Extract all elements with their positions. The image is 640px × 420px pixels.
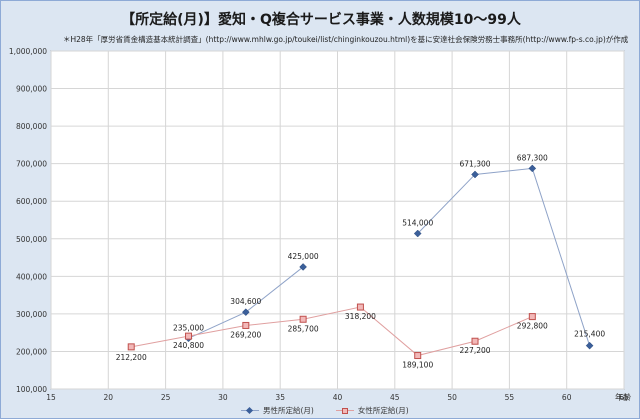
- series-line-male: [417, 167, 591, 346]
- series-line-female: [131, 306, 533, 357]
- female-data-point: [356, 303, 364, 311]
- female-data-point: [242, 321, 250, 329]
- female-data-point: [528, 313, 536, 321]
- data-label: 514,000: [402, 219, 433, 228]
- male-data-point: [299, 263, 307, 271]
- female-data-point: [414, 352, 422, 360]
- legend-item-female: 女性所定給(月): [335, 405, 409, 416]
- x-tick-label: 15: [46, 393, 56, 402]
- female-data-point: [471, 337, 479, 345]
- female-data-point: [299, 315, 307, 323]
- y-tick-label: 900,000: [16, 85, 47, 94]
- data-label: 318,200: [345, 312, 376, 321]
- x-tick-label: 60: [562, 393, 572, 402]
- legend-male-label: 男性所定給(月): [263, 406, 314, 415]
- female-data-point: [185, 332, 193, 340]
- chart-source-note: ＊H28年「厚労省賃金構造基本統計調査」(http://www.mhlw.go.…: [63, 35, 629, 44]
- legend-female-marker-icon: [335, 407, 354, 415]
- data-label: 189,100: [402, 361, 433, 370]
- x-tick-label: 50: [447, 393, 457, 402]
- female-data-point: [127, 343, 135, 351]
- x-tick-label: 55: [505, 393, 515, 402]
- x-tick-label: 20: [104, 393, 114, 402]
- y-tick-label: 200,000: [16, 347, 47, 356]
- y-tick-label: 1,000,000: [9, 47, 47, 56]
- chart-legend: 男性所定給(月) 女性所定給(月): [241, 405, 409, 416]
- x-tick-label: 25: [161, 393, 171, 402]
- y-tick-label: 100,000: [16, 385, 47, 394]
- legend-female-label: 女性所定給(月): [357, 406, 409, 415]
- legend-item-male: 男性所定給(月): [241, 405, 314, 416]
- data-label: 227,200: [460, 346, 491, 355]
- male-data-point: [528, 164, 537, 173]
- data-label: 292,800: [517, 322, 548, 331]
- legend-male-marker-icon: [241, 407, 259, 415]
- y-tick-label: 400,000: [16, 272, 47, 281]
- y-tick-label: 800,000: [16, 122, 47, 131]
- data-label: 269,200: [230, 330, 261, 339]
- chart-title: 【所定給(月)】愛知・Q複合サービス事業・人数規模10～99人: [121, 12, 521, 28]
- x-tick-label: 45: [390, 393, 400, 402]
- data-label: 215,400: [574, 330, 605, 339]
- y-tick-label: 300,000: [16, 310, 47, 319]
- x-tick-label: 65: [619, 393, 629, 402]
- data-label: 671,300: [460, 159, 491, 168]
- y-tick-label: 700,000: [16, 160, 47, 169]
- male-data-point: [585, 341, 594, 350]
- data-label: 425,000: [288, 252, 319, 261]
- data-label: 235,000: [173, 323, 204, 332]
- male-data-point: [413, 229, 422, 238]
- data-label: 687,300: [517, 153, 548, 162]
- male-data-point: [241, 308, 250, 317]
- y-tick-label: 500,000: [16, 235, 47, 244]
- x-tick-label: 30: [218, 393, 228, 402]
- x-tick-label: 35: [275, 393, 285, 402]
- x-tick-label: 40: [333, 393, 343, 402]
- data-label: 304,600: [230, 297, 261, 306]
- x-axis-label: 年齢: [615, 392, 631, 402]
- data-label: 285,700: [288, 324, 319, 333]
- data-label: 212,200: [116, 353, 147, 362]
- data-label: 240,800: [173, 341, 204, 350]
- male-data-point: [471, 170, 479, 179]
- y-tick-label: 600,000: [16, 197, 47, 206]
